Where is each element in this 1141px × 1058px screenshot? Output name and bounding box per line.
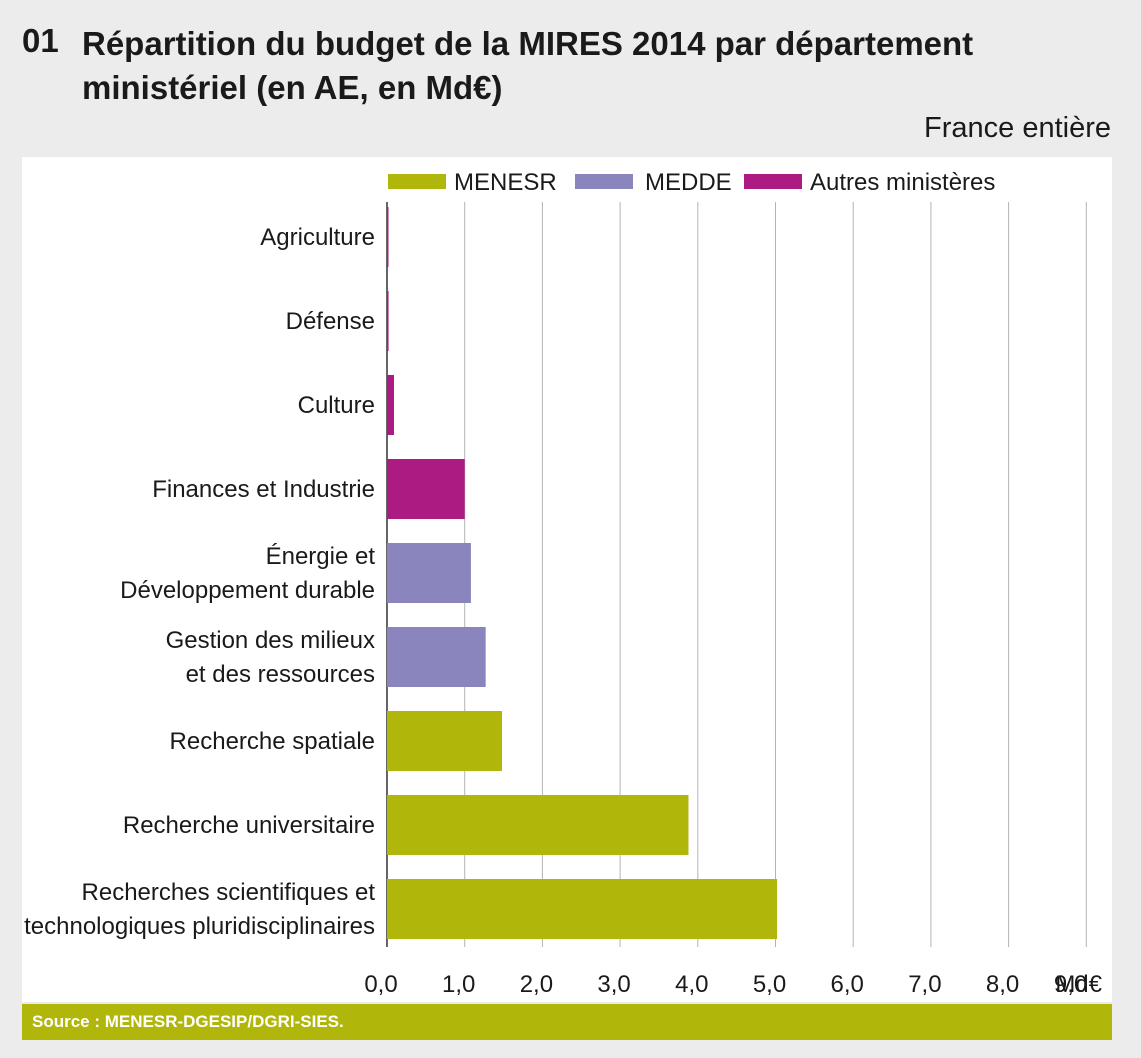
bar bbox=[387, 795, 689, 855]
x-tick-label: 5,0 bbox=[753, 971, 786, 998]
legend-swatch bbox=[388, 174, 446, 189]
bar bbox=[387, 207, 389, 267]
source-text: Source : MENESR-DGESIP/DGRI-SIES. bbox=[32, 1012, 344, 1031]
category-label: Agriculture bbox=[260, 224, 375, 251]
scope-label: France entière bbox=[924, 112, 1111, 144]
category-label: Finances et Industrie bbox=[152, 476, 375, 503]
category-label: Culture bbox=[298, 392, 375, 419]
x-tick-label: 7,0 bbox=[908, 971, 941, 998]
bar bbox=[387, 879, 778, 939]
x-axis-unit: Md€ bbox=[1055, 971, 1102, 998]
x-tick-label: 1,0 bbox=[442, 971, 475, 998]
bar bbox=[387, 375, 394, 435]
bar bbox=[387, 459, 465, 519]
category-label: Recherche spatiale bbox=[170, 728, 375, 755]
x-tick-label: 9,0 bbox=[1054, 971, 1087, 998]
x-tick-label: 0,0 bbox=[364, 971, 397, 998]
legend-label: MENESR bbox=[454, 169, 557, 196]
figure-number: 01 bbox=[22, 22, 59, 59]
category-label: Recherches scientifiques et bbox=[82, 879, 376, 906]
category-label: Défense bbox=[286, 308, 375, 335]
x-tick-label: 2,0 bbox=[520, 971, 553, 998]
category-label: Énergie et bbox=[266, 543, 376, 570]
bar-chart: Agriculture Défense Culture Finances et Ind… bbox=[24, 169, 1103, 998]
category-label: Recherche universitaire bbox=[123, 812, 375, 839]
category-label: et des ressources bbox=[186, 661, 375, 688]
bar bbox=[387, 291, 389, 351]
category-label: Développement durable bbox=[120, 577, 375, 604]
x-tick-label: 3,0 bbox=[597, 971, 630, 998]
figure-title: Répartition du budget de la MIRES 2014 p… bbox=[82, 25, 974, 106]
legend-swatch bbox=[744, 174, 802, 189]
legend-swatch bbox=[575, 174, 633, 189]
x-tick-label: 4,0 bbox=[675, 971, 708, 998]
bar bbox=[387, 543, 471, 603]
bar bbox=[387, 711, 502, 771]
category-label: technologiques pluridisciplinaires bbox=[24, 913, 375, 940]
legend-label: Autres ministères bbox=[810, 169, 995, 196]
category-label: Gestion des milieux bbox=[166, 627, 375, 654]
bar bbox=[387, 627, 486, 687]
x-tick-label: 6,0 bbox=[831, 971, 864, 998]
source-bar: Source : MENESR-DGESIP/DGRI-SIES. bbox=[22, 1004, 1112, 1040]
chart-panel: Agriculture Défense Culture Finances et Ind… bbox=[22, 157, 1112, 1002]
legend-label: MEDDE bbox=[645, 169, 732, 196]
x-tick-label: 8,0 bbox=[986, 971, 1019, 998]
